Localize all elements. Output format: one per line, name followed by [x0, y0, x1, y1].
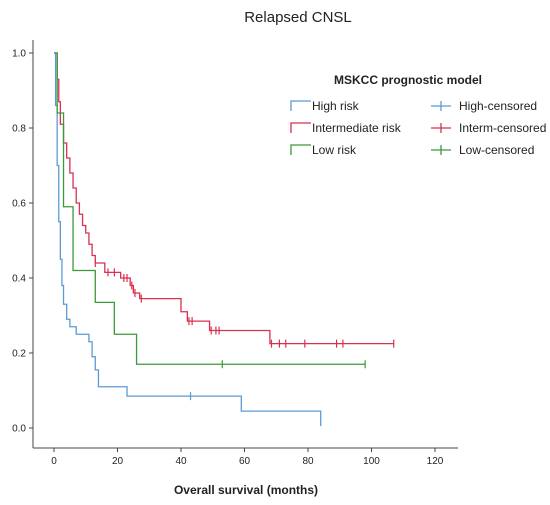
x-tick-label: 120 [427, 456, 444, 467]
y-tick-label: 1.0 [12, 49, 26, 60]
legend-swatch [290, 122, 311, 133]
y-tick-label: 0.6 [12, 199, 26, 210]
plot-area [54, 52, 395, 427]
x-tick-label: 0 [51, 456, 57, 467]
y-tick-label: 0.0 [12, 424, 26, 435]
x-axis-label: Overall survival (months) [174, 483, 318, 497]
legend-label: High risk [312, 99, 360, 113]
legend-swatch [290, 144, 311, 155]
x-tick-label: 80 [302, 456, 314, 467]
y-tick-label: 0.8 [12, 124, 26, 135]
legend-label: Low-censored [459, 143, 534, 157]
x-tick-label: 100 [363, 456, 380, 467]
x-tick-label: 60 [239, 456, 251, 467]
survival-curve-low-risk [54, 52, 366, 365]
x-tick-label: 20 [112, 456, 124, 467]
x-tick-label: 40 [175, 456, 187, 467]
legend-label: Intermediate risk [312, 121, 402, 135]
legend-title: MSKCC prognostic model [334, 73, 482, 87]
chart-title: Relapsed CNSL [244, 9, 352, 26]
axes: 0 20 40 60 80 100 120 0.0 0.2 0.4 0.6 0.8 1.0 [12, 40, 458, 467]
legend-swatch [290, 100, 311, 111]
y-tick-label: 0.4 [12, 274, 26, 285]
survival-curve-intermediate-risk [54, 52, 394, 345]
legend-label: Interm-censored [459, 121, 546, 135]
survival-curve-high-risk [54, 52, 322, 427]
legend-label: High-censored [459, 99, 537, 113]
legend-label: Low risk [312, 143, 357, 157]
y-tick-label: 0.2 [12, 349, 26, 360]
legend: MSKCC prognostic model High risk High-cen… [290, 73, 546, 157]
